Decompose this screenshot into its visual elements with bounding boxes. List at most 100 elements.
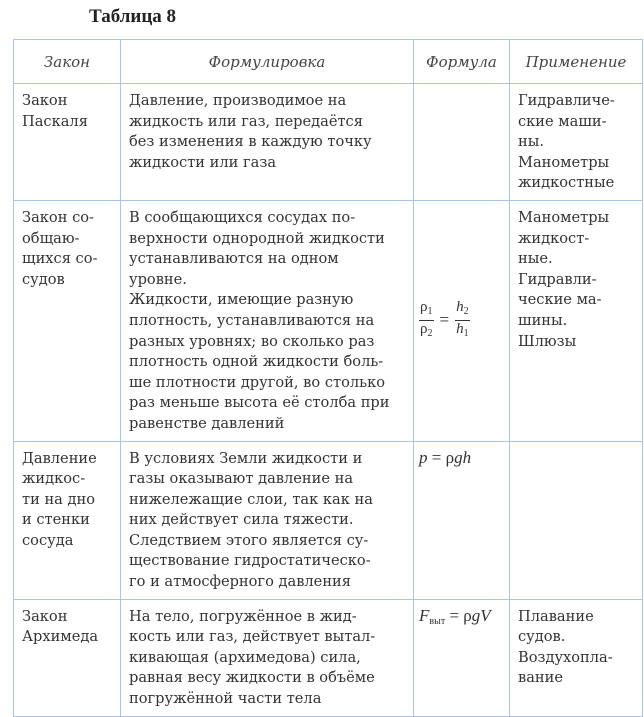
law-cell-text: Закон Паскаля: [14, 84, 120, 138]
denominator: ρ2: [420, 321, 433, 342]
text-line: ше плотности другой, во столько: [129, 373, 385, 391]
formula-rhs: gh: [454, 447, 472, 467]
text-line: Манометры: [518, 153, 610, 171]
statement-cell-text: На тело, погружённое в жид-кость или газ…: [121, 600, 413, 716]
application-cell-text: Манометры жидкост-ные. Гидравли-ческие ма-…: [510, 201, 642, 358]
text-line: без изменения в каждую точку: [129, 133, 372, 151]
denominator: h1: [456, 321, 469, 342]
text-line: Паскаля: [22, 112, 88, 130]
h: h: [456, 321, 464, 338]
application-cell: Манометры жидкост-ные. Гидравли-ческие ма-…: [509, 199, 643, 442]
text-line: жидкость или газ, передаётся: [129, 112, 363, 130]
text-line: Жидкости, имеющие разную: [129, 291, 354, 309]
formula: Fвыт = ρgV: [414, 600, 509, 633]
text-line: Манометры: [518, 208, 610, 226]
application-cell: [509, 440, 643, 600]
text-line: На тело, погружённое в жид-: [129, 607, 357, 625]
text-line: жидкостные: [518, 174, 615, 192]
text-line: Давление: [22, 449, 97, 467]
rho: ρ: [463, 605, 472, 625]
text-line: Шлюзы: [518, 332, 577, 350]
subscript: 1: [463, 328, 469, 340]
formula-cell: Fвыт = ρgV: [413, 598, 510, 717]
table-row: Закон со-общаю-щихся со-судов В сообщающи…: [13, 199, 643, 442]
text-line: шины.: [518, 311, 568, 329]
header-application: Применение: [509, 39, 643, 84]
text-line: них действует сила тяжести.: [129, 511, 354, 529]
application-cell-text: Плавание судов. Воздухопла-вание: [510, 600, 642, 695]
text-line: ские маши-: [518, 112, 607, 130]
statement-cell: В условиях Земли жидкости и газы оказываю…: [120, 440, 414, 600]
text-line: нижележащие слои, так как на: [129, 490, 373, 508]
law-cell: Закон со-общаю-щихся со-судов: [13, 199, 121, 442]
law-cell-text: Закон Архимеда: [14, 600, 120, 654]
text-line: кость или газ, действует вытал-: [129, 628, 376, 646]
text-line: плотность, устанавливаются на: [129, 311, 375, 329]
text-line: Архимеда: [22, 628, 99, 646]
text-line: жидкост-: [518, 229, 590, 247]
text-line: судов: [22, 270, 65, 288]
text-line: плотность одной жидкости боль-: [129, 353, 384, 371]
rho: ρ: [420, 299, 428, 316]
text-line: ти на дно: [22, 490, 96, 508]
text-line: Гидравли-: [518, 270, 597, 288]
text-line: щихся со-: [22, 250, 98, 268]
application-cell: Гидравличе-ские маши-ны. Манометры жидкост…: [509, 83, 643, 201]
text-line: вание: [518, 669, 564, 687]
subscript: 1: [427, 306, 433, 318]
text-line: раз меньше высота её столба при: [129, 394, 390, 412]
text-line: общаю-: [22, 229, 80, 247]
statement-cell-text: В сообщающихся сосудах по-верхности одно…: [121, 201, 413, 441]
fraction-h: h2 h1: [455, 299, 470, 342]
text-line: газы оказывают давление на: [129, 470, 354, 488]
application-cell-text: [510, 442, 642, 455]
application-cell: Плавание судов. Воздухопла-вание: [509, 598, 643, 717]
text-line: равенстве давлений: [129, 414, 285, 432]
law-cell-text: Давление жидкос-ти на дно и стенки сосуда: [14, 442, 120, 558]
text-line: кивающая (архимедова) сила,: [129, 648, 361, 666]
table-title: Таблица 8: [89, 6, 177, 27]
law-cell: Закон Паскаля: [13, 83, 121, 201]
application-cell-text: Гидравличе-ские маши-ны. Манометры жидкост…: [510, 84, 642, 200]
equals-sign: =: [445, 605, 464, 625]
formula: ρ1 ρ2 = h2 h1: [414, 299, 509, 342]
text-line: Закон: [22, 607, 68, 625]
text-line: ществование гидростатическо-: [129, 552, 371, 570]
equals-sign: =: [439, 309, 450, 329]
formula-cell: p = ρgh: [413, 440, 510, 600]
law-cell-text: Закон со-общаю-щихся со-судов: [14, 201, 120, 296]
formula: p = ρgh: [414, 442, 509, 469]
header-statement: Формулировка: [120, 39, 414, 84]
table-header-row: Закон Формулировка Формула Применение: [13, 39, 643, 84]
text-line: Следствием этого является су-: [129, 531, 369, 549]
subscript: 2: [463, 306, 469, 318]
table-row: Закон Архимеда На тело, погружённое в жид-…: [13, 598, 643, 717]
table-row: Давление жидкос-ти на дно и стенки сосуда В …: [13, 440, 643, 600]
statement-cell: Давление, производимое на жидкость или га…: [120, 83, 414, 201]
numerator: h2: [455, 299, 470, 322]
text-line: В сообщающихся сосудах по-: [129, 208, 356, 226]
text-line: верхности однородной жидкости: [129, 229, 385, 247]
text-line: ные.: [518, 250, 553, 268]
text-line: Закон: [22, 92, 68, 109]
header-law: Закон: [13, 39, 121, 84]
statement-cell: В сообщающихся сосудах по-верхности одно…: [120, 199, 414, 442]
subscript: 2: [427, 328, 433, 340]
statement-cell-text: В условиях Земли жидкости и газы оказываю…: [121, 442, 413, 599]
text-line: и стенки: [22, 511, 90, 529]
text-line: сосуда: [22, 531, 74, 549]
text-line: Гидравличе-: [518, 92, 615, 109]
statement-cell-text: Давление, производимое на жидкость или га…: [121, 84, 413, 179]
numerator: ρ1: [419, 299, 434, 322]
text-line: Закон со-: [22, 208, 94, 226]
text-line: Плавание: [518, 607, 594, 625]
formula-cell: [413, 83, 510, 201]
text-line: Воздухопла-: [518, 648, 613, 666]
text-line: уровне.: [129, 270, 187, 288]
header-formula: Формула: [413, 39, 510, 84]
law-cell: Давление жидкос-ти на дно и стенки сосуда: [13, 440, 121, 600]
equals-sign: =: [427, 447, 446, 467]
text-line: ческие ма-: [518, 291, 602, 309]
rho: ρ: [445, 447, 455, 467]
statement-cell: На тело, погружённое в жид-кость или газ…: [120, 598, 414, 717]
